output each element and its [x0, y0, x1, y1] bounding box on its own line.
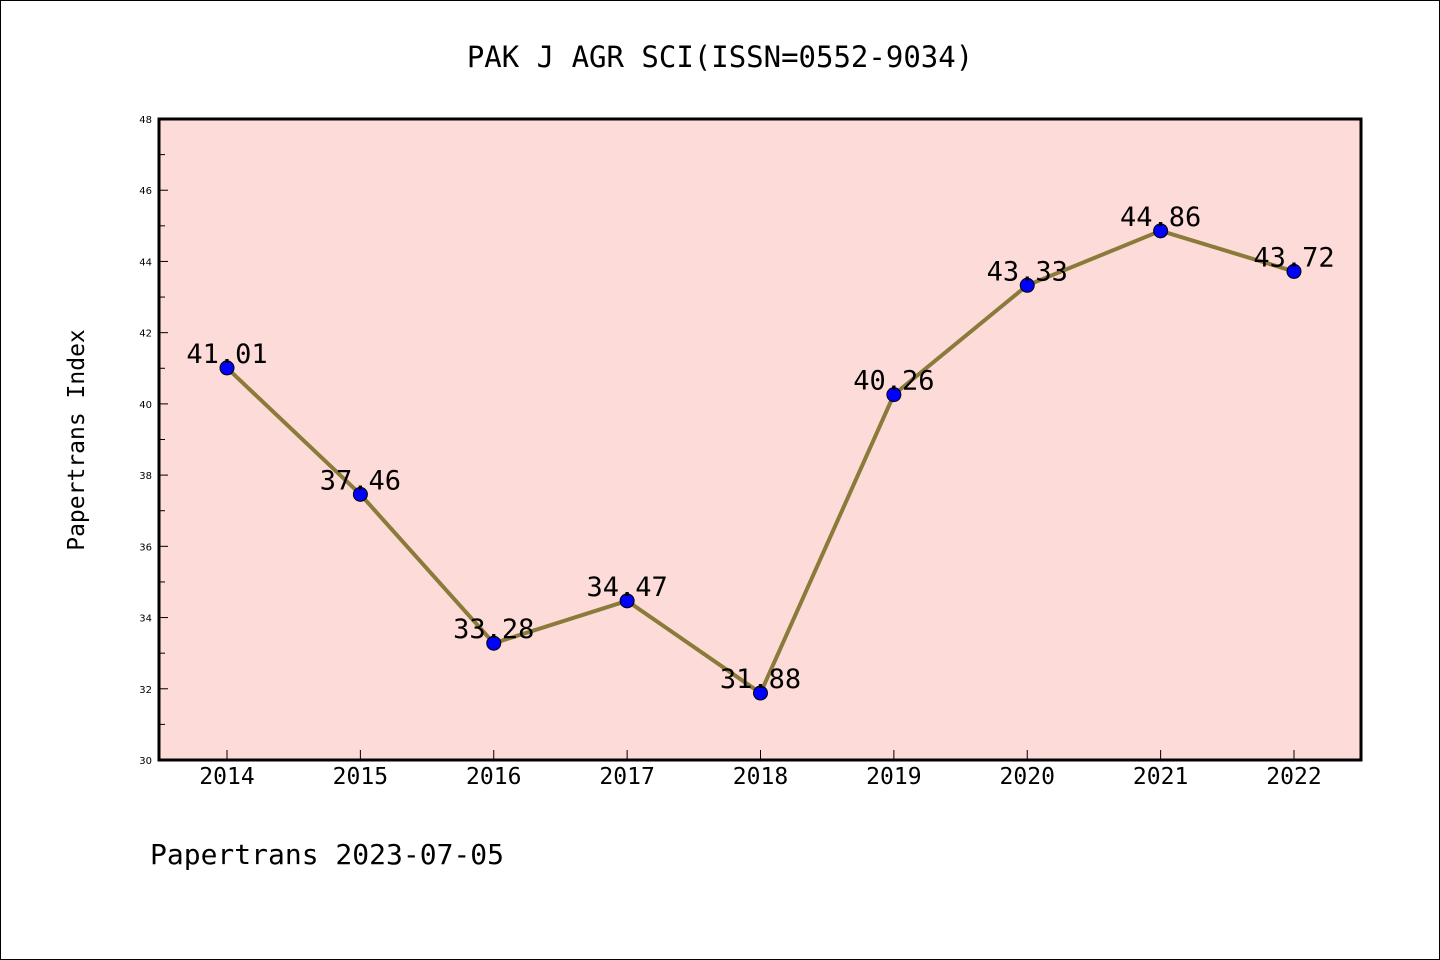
chart-title: PAK J AGR SCI(ISSN=0552-9034) [467, 40, 973, 74]
data-point [886, 387, 902, 403]
data-label: 31.88 [720, 664, 801, 695]
data-point [619, 593, 635, 609]
x-tick-label: 2014 [199, 764, 254, 790]
y-tick-label: 48 [139, 115, 152, 126]
data-point [1286, 263, 1302, 279]
data-point [1153, 223, 1169, 239]
data-point [352, 486, 368, 502]
data-point [1019, 277, 1035, 293]
x-tick-label: 2020 [1000, 764, 1055, 790]
y-axis-label: Papertrans Index [64, 329, 90, 551]
y-tick-label: 42 [139, 329, 152, 340]
plot-border [157, 117, 1363, 762]
x-tick-label: 2019 [866, 764, 921, 790]
x-tick-label: 2022 [1266, 764, 1321, 790]
footer-date-stamp: Papertrans 2023-07-05 [150, 838, 504, 871]
data-point [753, 685, 768, 701]
data-label: 37.46 [320, 465, 401, 496]
y-tick-label: 40 [139, 400, 152, 411]
data-label: 34.47 [586, 572, 667, 603]
x-tick-label: 2016 [466, 764, 521, 790]
y-tick-label: 44 [139, 257, 152, 268]
y-tick-label: 38 [139, 471, 152, 482]
data-label: 41.01 [186, 339, 267, 370]
data-labels: 41.01 37.46 33.28 34.47 31.88 40.26 43.33 44.86… [186, 202, 1334, 695]
y-tick-label: 32 [139, 685, 152, 696]
y-tick-label: 34 [139, 614, 152, 625]
x-tick-label: 2017 [599, 764, 654, 790]
x-axis-ticks: 2014 2015 2016 2017 2018 2019 2020 2021 2022 [199, 750, 1322, 790]
data-label: 44.86 [1120, 202, 1201, 233]
y-tick-label: 36 [139, 542, 152, 553]
x-tick-label: 2018 [733, 764, 788, 790]
data-label: 33.28 [453, 614, 534, 645]
data-label: 40.26 [853, 366, 934, 397]
x-tick-label: 2015 [333, 764, 388, 790]
data-point [486, 635, 502, 651]
data-point [219, 360, 235, 376]
data-label: 43.33 [987, 256, 1068, 287]
x-tick-label: 2021 [1133, 764, 1188, 790]
y-tick-label: 30 [139, 756, 152, 767]
series-points [219, 223, 1302, 701]
y-tick-label: 46 [139, 186, 152, 197]
data-label: 43.72 [1253, 242, 1334, 273]
